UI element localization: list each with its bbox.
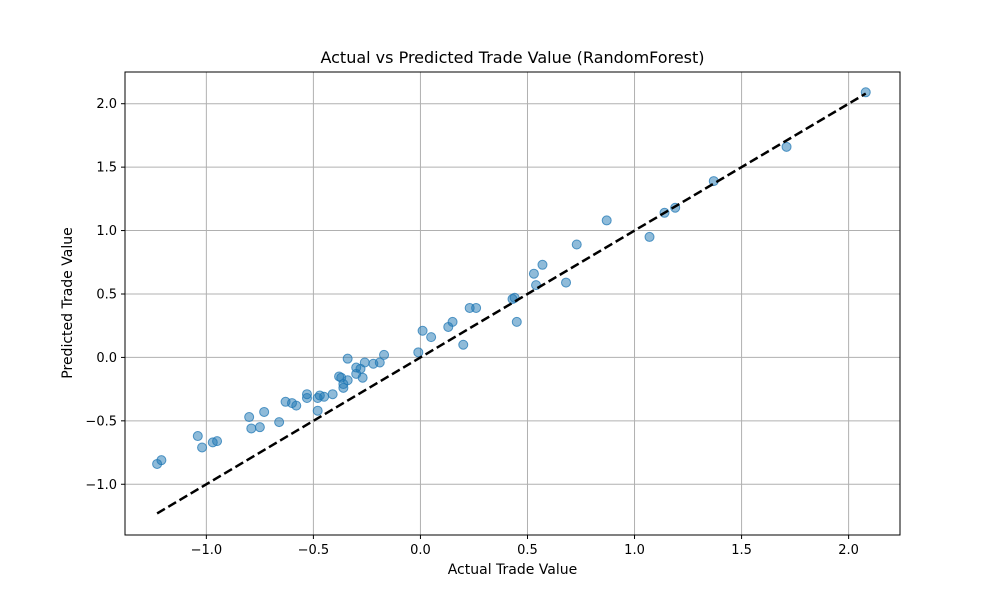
data-point bbox=[212, 436, 223, 447]
data-point bbox=[511, 316, 522, 327]
data-point bbox=[644, 231, 655, 242]
data-point bbox=[244, 412, 255, 423]
data-point bbox=[254, 422, 265, 433]
data-point bbox=[458, 339, 469, 350]
y-tick-label: −1.0 bbox=[85, 478, 117, 493]
data-point bbox=[447, 316, 458, 327]
data-point bbox=[781, 141, 792, 152]
data-point bbox=[338, 382, 349, 393]
x-axis-ticks: −1.0 −0.5 0.0 0.5 1.0 1.5 2.0 bbox=[191, 535, 859, 558]
data-point bbox=[192, 431, 203, 442]
data-point bbox=[374, 357, 385, 368]
data-point bbox=[537, 259, 548, 270]
x-tick-label: 1.0 bbox=[624, 543, 645, 558]
grid bbox=[125, 72, 900, 535]
reference-line bbox=[156, 92, 867, 515]
data-point bbox=[561, 277, 572, 288]
y-axis-ticks: −1.0 −0.5 0.0 0.5 1.0 1.5 2.0 bbox=[85, 97, 125, 493]
data-point bbox=[319, 391, 330, 402]
data-point bbox=[379, 349, 390, 360]
y-tick-label: 1.0 bbox=[96, 224, 117, 239]
data-point bbox=[197, 442, 208, 453]
data-point bbox=[359, 357, 370, 368]
data-point bbox=[413, 347, 424, 358]
data-point bbox=[342, 353, 353, 364]
data-point bbox=[357, 372, 368, 383]
x-tick-label: −0.5 bbox=[298, 543, 330, 558]
data-point bbox=[342, 375, 353, 386]
data-point bbox=[156, 455, 167, 466]
data-point bbox=[417, 325, 428, 336]
data-point bbox=[601, 215, 612, 226]
reference-line-layer bbox=[156, 92, 867, 515]
data-point bbox=[471, 302, 482, 313]
y-tick-label: 0.5 bbox=[96, 287, 117, 302]
data-point bbox=[426, 332, 437, 343]
data-point bbox=[291, 400, 302, 411]
chart-title: Actual vs Predicted Trade Value (RandomF… bbox=[320, 48, 704, 67]
data-point bbox=[327, 389, 338, 400]
y-tick-label: −0.5 bbox=[85, 414, 117, 429]
y-axis-label: Predicted Trade Value bbox=[60, 227, 76, 378]
data-point bbox=[259, 406, 270, 417]
data-point bbox=[528, 268, 539, 279]
data-point bbox=[312, 405, 323, 416]
data-point bbox=[301, 393, 312, 404]
y-tick-label: 1.5 bbox=[96, 161, 117, 176]
x-tick-label: 1.5 bbox=[731, 543, 752, 558]
x-tick-label: 0.0 bbox=[410, 543, 431, 558]
data-point bbox=[274, 417, 285, 428]
y-tick-label: 0.0 bbox=[96, 351, 117, 366]
points-layer bbox=[152, 87, 871, 469]
data-point bbox=[571, 239, 582, 250]
x-tick-label: 2.0 bbox=[838, 543, 859, 558]
plot-frame bbox=[124, 71, 901, 536]
data-point bbox=[246, 423, 257, 434]
x-tick-label: −1.0 bbox=[191, 543, 223, 558]
x-axis-label: Actual Trade Value bbox=[448, 562, 578, 578]
y-tick-label: 2.0 bbox=[96, 97, 117, 112]
x-tick-label: 0.5 bbox=[517, 543, 538, 558]
